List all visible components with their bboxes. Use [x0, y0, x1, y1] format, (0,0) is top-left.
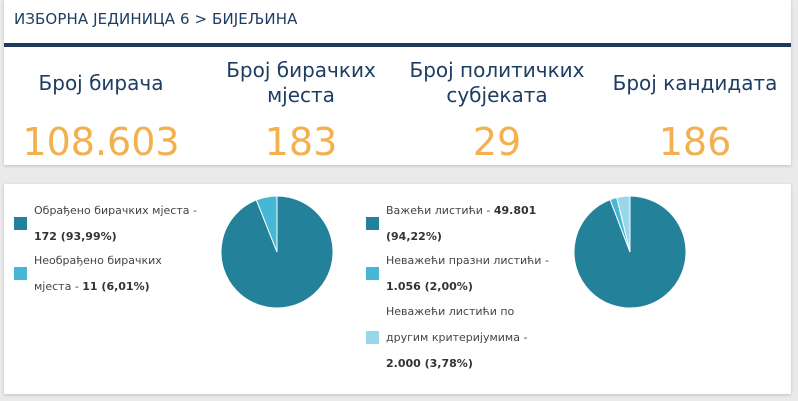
title-divider	[4, 43, 791, 47]
legend-swatch	[14, 267, 27, 280]
legend-swatch	[14, 217, 27, 230]
stat-political-subjects: Број политичких субјеката 29	[402, 56, 592, 162]
stat-label: Број политичких субјеката	[409, 58, 585, 107]
stat-value: 29	[472, 120, 522, 164]
legend-label: Необрађено бирачких мјеста - 11 (6,01%)	[34, 254, 162, 293]
stat-value: 186	[658, 120, 732, 164]
legend-label: Обрађено бирачких мјеста -172 (93,99%)	[34, 204, 197, 243]
stat-label: Број бирачких мјеста	[226, 58, 376, 107]
legend-label: Неважећи листићи по другим критеријумима …	[386, 305, 528, 370]
legend-swatch	[366, 217, 379, 230]
breadcrumb[interactable]: ИЗБОРНА ЈЕДИНИЦА 6 > БИЈЕЉИНА	[14, 10, 298, 28]
legend-label: Важећи листићи - 49.801 (94,22%)	[386, 204, 537, 243]
charts-panel: Обрађено бирачких мјеста -172 (93,99%) Н…	[4, 184, 791, 394]
legend-swatch	[366, 331, 379, 344]
stat-value: 108.603	[22, 120, 180, 164]
ballots-pie-slice-3[interactable]	[616, 195, 631, 253]
summary-panel: ИЗБОРНА ЈЕДИНИЦА 6 > БИЈЕЉИНА Број бирач…	[4, 0, 791, 165]
legend-label: Неважећи празни листићи -1.056 (2,00%)	[386, 254, 549, 293]
ballots-pie-chart	[573, 195, 687, 309]
stat-label: Број бирача	[38, 70, 164, 95]
legend-swatch	[366, 267, 379, 280]
polling-stations-pie-slice-2[interactable]	[255, 195, 278, 253]
stat-label: Број кандидата	[612, 70, 778, 95]
polling-stations-pie-chart	[220, 195, 334, 309]
stat-polling-stations: Број бирачких мјеста 183	[206, 56, 396, 162]
stat-voters: Број бирача 108.603	[6, 56, 196, 164]
stat-candidates: Број кандидата 186	[600, 56, 790, 164]
stat-value: 183	[264, 120, 338, 164]
